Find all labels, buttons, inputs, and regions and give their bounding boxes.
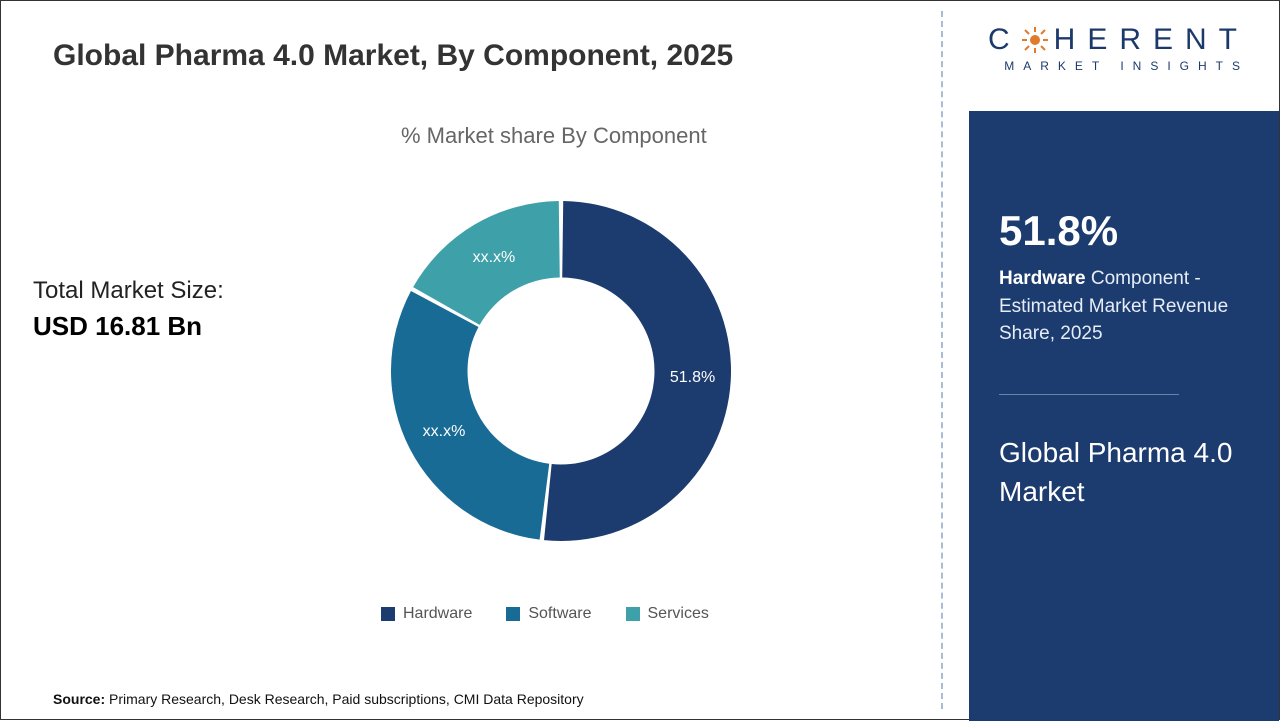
brand-logo: C HERENT MARKET INSIGHTS	[988, 23, 1249, 73]
logo-sub: MARKET INSIGHTS	[988, 59, 1249, 73]
page-title: Global Pharma 4.0 Market, By Component, …	[53, 39, 733, 73]
legend-label: Software	[528, 605, 591, 623]
slice-label-hardware: 51.8%	[670, 369, 715, 387]
legend-swatch	[626, 607, 640, 621]
highlight-desc-bold: Hardware	[999, 268, 1086, 289]
donut-slice-software	[391, 291, 549, 540]
slice-label-software: xx.x%	[423, 423, 466, 441]
highlight-desc: Hardware Component - Estimated Market Re…	[999, 265, 1249, 348]
highlight-percent: 51.8%	[999, 207, 1249, 255]
slice-label-services: xx.x%	[473, 249, 516, 267]
source-text: Primary Research, Desk Research, Paid su…	[105, 691, 584, 707]
highlight-subtitle: Global Pharma 4.0 Market	[999, 433, 1249, 511]
chart-subtitle: % Market share By Component	[401, 123, 707, 149]
total-label: Total Market Size:	[33, 277, 224, 305]
source-note: Source: Primary Research, Desk Research,…	[53, 691, 584, 707]
vertical-divider	[941, 11, 943, 709]
chart-legend: Hardware Software Services	[381, 605, 709, 623]
logo-main: C HERENT	[988, 23, 1249, 57]
legend-label: Services	[648, 605, 709, 623]
sun-icon	[1022, 27, 1048, 53]
legend-swatch	[506, 607, 520, 621]
legend-swatch	[381, 607, 395, 621]
source-prefix: Source:	[53, 691, 105, 707]
highlight-panel: 51.8% Hardware Component - Estimated Mar…	[969, 111, 1279, 721]
legend-label: Hardware	[403, 605, 472, 623]
total-value: USD 16.81 Bn	[33, 311, 224, 342]
total-market-size: Total Market Size: USD 16.81 Bn	[33, 277, 224, 342]
donut-chart: 51.8% xx.x% xx.x%	[361, 171, 761, 571]
main-content: Global Pharma 4.0 Market, By Component, …	[1, 1, 941, 721]
legend-item-software: Software	[506, 605, 591, 623]
legend-item-services: Services	[626, 605, 709, 623]
highlight-divider	[999, 394, 1179, 395]
legend-item-hardware: Hardware	[381, 605, 472, 623]
